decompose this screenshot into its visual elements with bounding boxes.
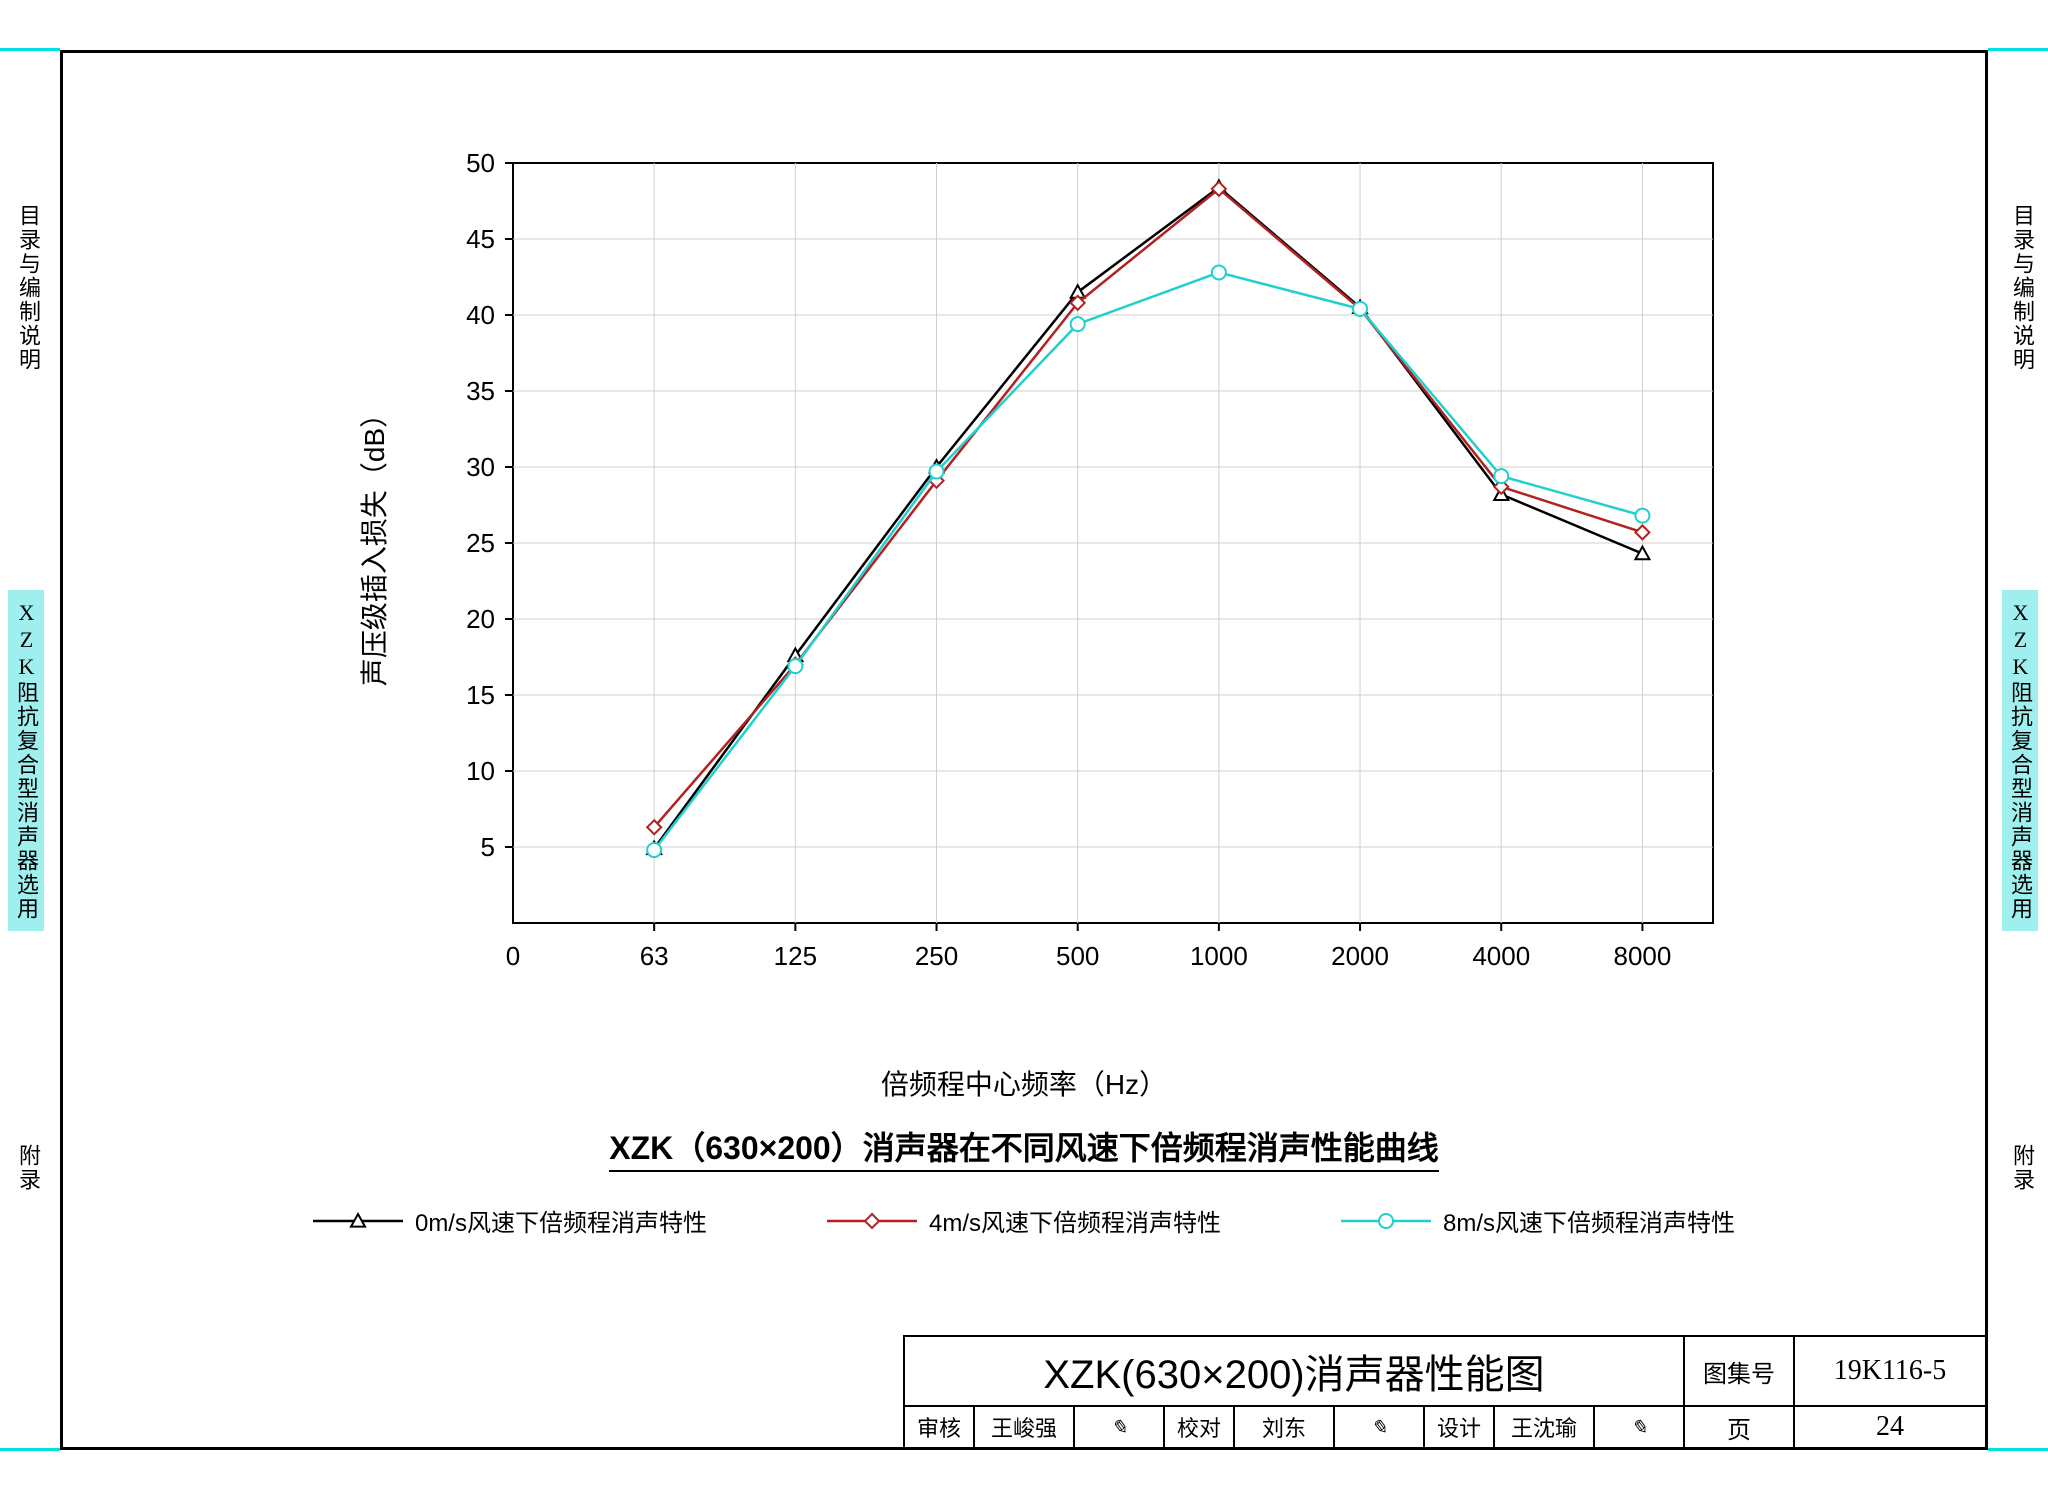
side-tab-appendix-left: 附录 — [10, 1140, 46, 1196]
design-signature: ✎ — [1595, 1407, 1685, 1447]
check-label: 校对 — [1165, 1407, 1235, 1447]
chart-legend: 0m/s风速下倍频程消声特性 4m/s风速下倍频程消声特性 8m/s风速下倍频程消声… — [63, 1203, 1985, 1238]
check-name: 刘东 — [1235, 1407, 1335, 1447]
page-number: 24 — [1795, 1407, 1985, 1447]
drawing-frame: 5101520253035404550063125250500100020004… — [60, 50, 1988, 1450]
svg-text:35: 35 — [466, 376, 495, 406]
side-tab-toc-right: 目录与编制说明 — [2004, 200, 2040, 376]
svg-text:1000: 1000 — [1190, 941, 1248, 971]
svg-text:8000: 8000 — [1613, 941, 1671, 971]
side-tab-xzk-left: XZK阻抗复合型消声器选用 — [8, 590, 44, 931]
review-label: 审核 — [905, 1407, 975, 1447]
svg-text:2000: 2000 — [1331, 941, 1389, 971]
svg-text:63: 63 — [640, 941, 669, 971]
svg-text:30: 30 — [466, 452, 495, 482]
review-signature: ✎ — [1075, 1407, 1165, 1447]
svg-text:125: 125 — [774, 941, 817, 971]
svg-text:40: 40 — [466, 300, 495, 330]
svg-text:25: 25 — [466, 528, 495, 558]
legend-label: 8m/s风速下倍频程消声特性 — [1443, 1203, 1735, 1238]
chart-title: XZK（630×200）消声器在不同风速下倍频程消声性能曲线 — [63, 1123, 1985, 1169]
crop-mark — [1988, 1448, 2048, 1451]
svg-text:5: 5 — [481, 832, 495, 862]
side-tab-toc-left: 目录与编制说明 — [10, 200, 46, 376]
performance-chart: 5101520253035404550063125250500100020004… — [433, 153, 1793, 983]
set-no-value: 19K116-5 — [1795, 1337, 1985, 1407]
crop-mark — [0, 48, 60, 51]
crop-mark — [1988, 48, 2048, 51]
legend-label: 0m/s风速下倍频程消声特性 — [415, 1203, 707, 1238]
svg-text:0: 0 — [506, 941, 520, 971]
svg-text:10: 10 — [466, 756, 495, 786]
svg-text:250: 250 — [915, 941, 958, 971]
x-axis-label: 倍频程中心频率（Hz） — [63, 1063, 1985, 1103]
design-label: 设计 — [1425, 1407, 1495, 1447]
design-name: 王沈瑜 — [1495, 1407, 1595, 1447]
side-tab-appendix-right: 附录 — [2004, 1140, 2040, 1196]
svg-text:15: 15 — [466, 680, 495, 710]
svg-text:45: 45 — [466, 224, 495, 254]
legend-label: 4m/s风速下倍频程消声特性 — [929, 1203, 1221, 1238]
legend-item: 8m/s风速下倍频程消声特性 — [1341, 1203, 1735, 1238]
legend-item: 4m/s风速下倍频程消声特性 — [827, 1203, 1221, 1238]
svg-text:50: 50 — [466, 153, 495, 178]
y-axis-label: 声压级插入损失（dB） — [353, 400, 393, 686]
side-tab-xzk-right: XZK阻抗复合型消声器选用 — [2002, 590, 2038, 931]
svg-text:20: 20 — [466, 604, 495, 634]
legend-item: 0m/s风速下倍频程消声特性 — [313, 1203, 707, 1238]
svg-text:500: 500 — [1056, 941, 1099, 971]
title-block: XZK(630×200)消声器性能图 图集号 19K116-5 审核 王峻强 ✎… — [903, 1335, 1985, 1447]
crop-mark — [0, 1448, 60, 1451]
review-name: 王峻强 — [975, 1407, 1075, 1447]
drawing-title: XZK(630×200)消声器性能图 — [905, 1337, 1685, 1407]
set-no-label: 图集号 — [1685, 1337, 1795, 1407]
svg-text:4000: 4000 — [1472, 941, 1530, 971]
check-signature: ✎ — [1335, 1407, 1425, 1447]
chart-svg: 5101520253035404550063125250500100020004… — [433, 153, 1793, 983]
page-label: 页 — [1685, 1407, 1795, 1447]
